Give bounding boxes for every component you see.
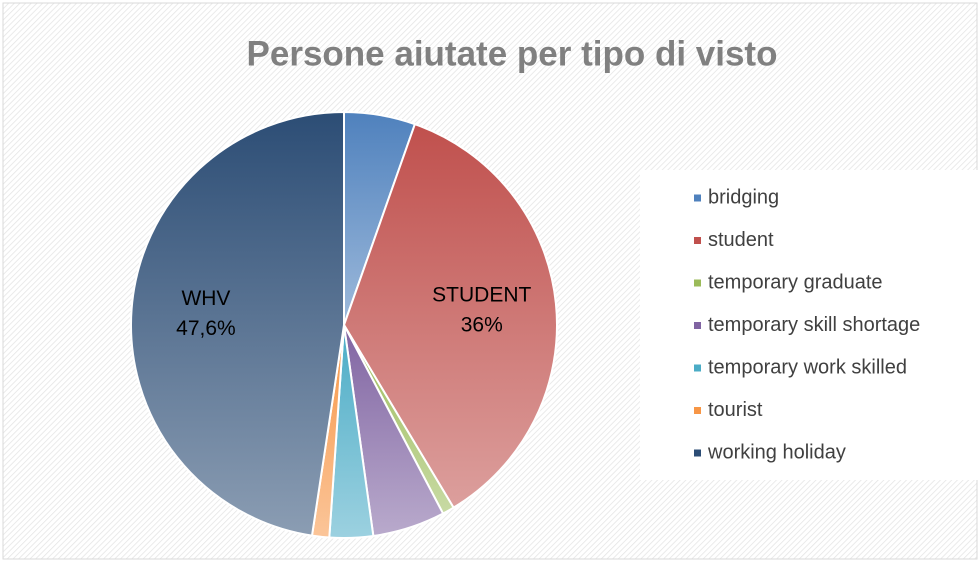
data-label: STUDENT	[432, 284, 531, 307]
legend-label: temporary skill shortage	[708, 314, 920, 336]
legend-label: bridging	[708, 186, 779, 208]
pie-slice	[130, 110, 345, 537]
data-label: WHV	[181, 287, 230, 310]
legend-label: temporary graduate	[708, 271, 883, 293]
legend-label: temporary work skilled	[708, 356, 907, 378]
data-label: 47,6%	[176, 317, 236, 340]
legend-swatch	[694, 322, 701, 329]
legend-swatch	[694, 279, 701, 287]
legend-swatch	[694, 449, 701, 457]
pie-slice	[342, 122, 558, 510]
legend-label: student	[708, 229, 774, 251]
legend-swatch	[694, 364, 701, 372]
legend-label: tourist	[708, 399, 763, 421]
legend-swatch	[694, 237, 701, 244]
legend-swatch	[694, 194, 701, 202]
legend-swatch	[694, 407, 701, 414]
chart-title: Persone aiutate per tipo di visto	[247, 34, 778, 73]
data-label: 36%	[461, 314, 503, 337]
legend-label: working holiday	[707, 441, 846, 463]
